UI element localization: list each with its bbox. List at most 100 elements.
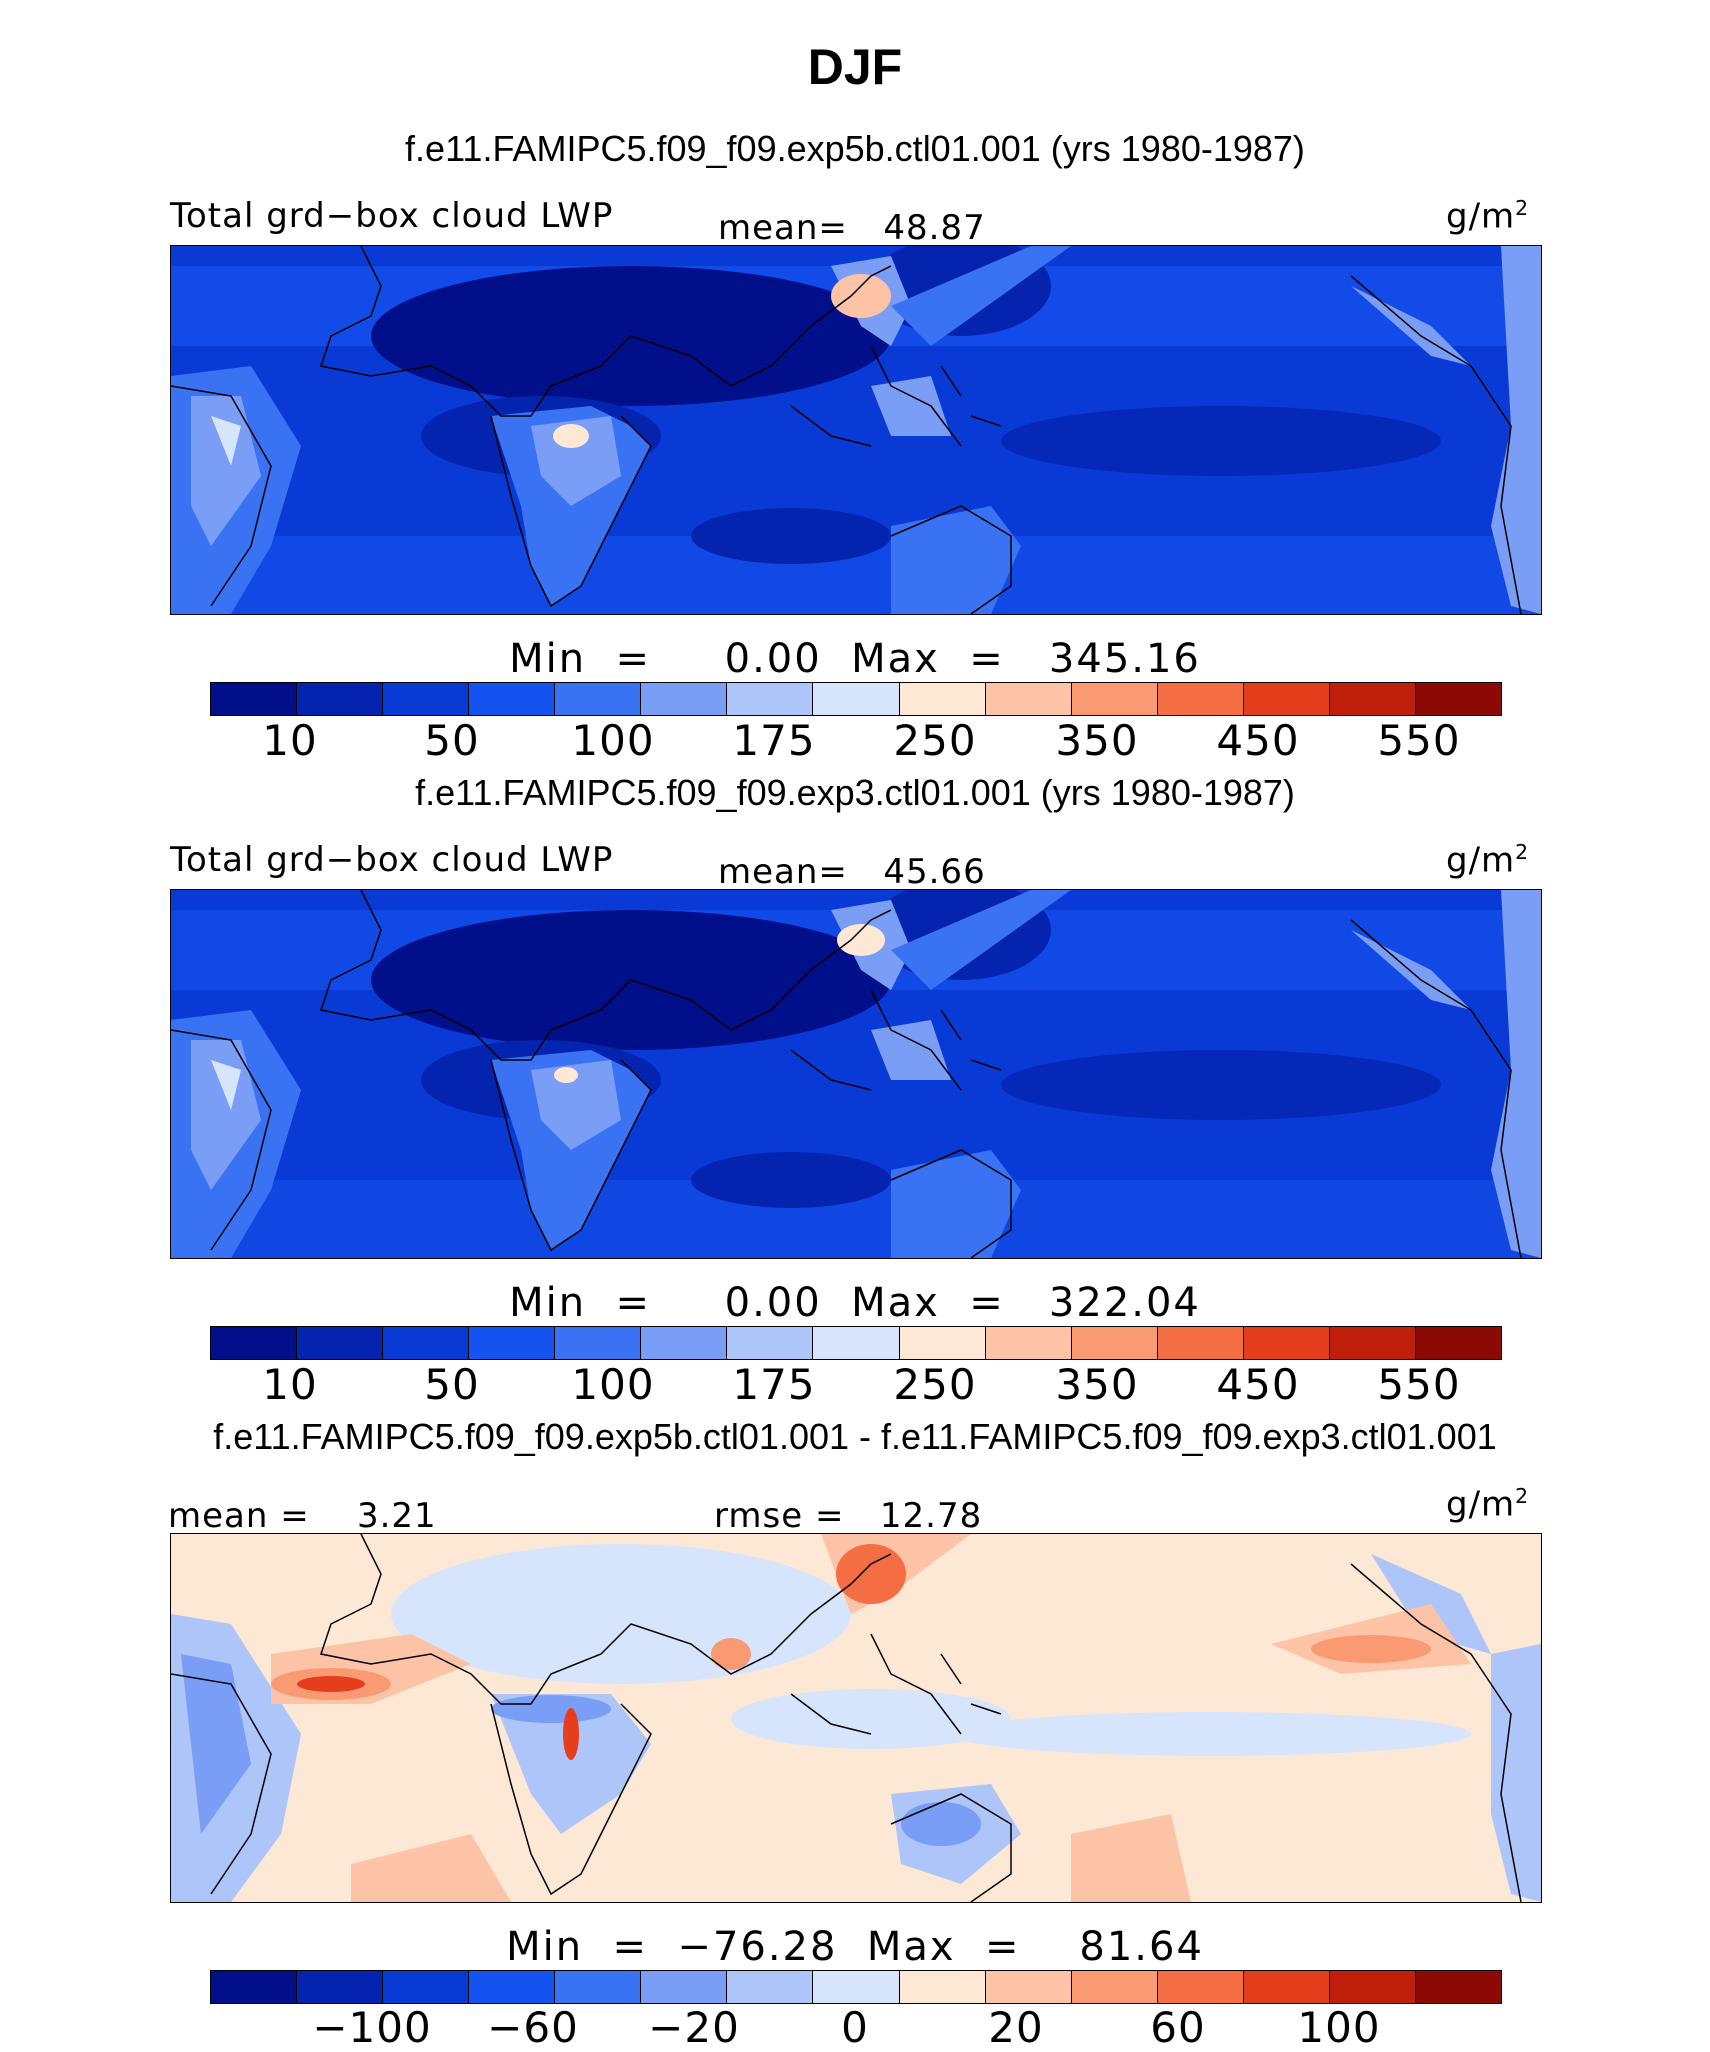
colorbar-swatch	[1071, 1327, 1158, 1359]
panel1-units: g/m2	[1446, 196, 1529, 236]
panel3-mean-label: mean =	[168, 1496, 310, 1536]
panel3-china-max	[836, 1544, 906, 1604]
panel3-tick: 0	[841, 2003, 869, 2052]
panel1-mean-value: 48.87	[883, 208, 986, 248]
panel2-mean-value: 45.66	[883, 852, 986, 892]
panel2-tick: 100	[571, 1360, 655, 1409]
colorbar-swatch	[1071, 1971, 1158, 2003]
panel2-units-exp: 2	[1515, 840, 1530, 864]
panel3-tick: −20	[648, 2003, 740, 2052]
panel2-map-svg	[171, 890, 1541, 1258]
panel3-tick: −100	[312, 2003, 432, 2052]
panel2-indian-low	[691, 1152, 891, 1208]
colorbar-swatch	[555, 1971, 642, 2003]
panel1-pacific-low	[1001, 406, 1441, 476]
panel1-variable-label: Total grd−box cloud LWP	[170, 196, 614, 236]
panel1-min-label: Min	[509, 636, 587, 682]
panel2-tick: 250	[893, 1360, 977, 1409]
panel2-coastlines	[171, 890, 1522, 1258]
panel3-indian-neg	[731, 1689, 1011, 1749]
panel3-units-exp: 2	[1515, 1484, 1530, 1508]
panel3-units: g/m2	[1446, 1484, 1529, 1524]
panel1-mean: mean= 48.87	[718, 208, 986, 248]
panel2-case-title: f.e11.FAMIPC5.f09_f09.exp3.ctl01.001 (yr…	[415, 772, 1295, 813]
panel1-colorbar-ticks: 10 50 100 175 250 350 450 550	[0, 716, 1710, 766]
panel2-maritime	[871, 1020, 951, 1080]
colorbar-swatch	[555, 1327, 642, 1359]
panel1-australia	[891, 506, 1021, 614]
colorbar-swatch	[899, 1327, 986, 1359]
panel2-tick: 175	[732, 1360, 816, 1409]
colorbar-swatch	[1071, 683, 1158, 715]
panel1-amazon-core	[211, 416, 241, 466]
colorbar-swatch	[383, 1971, 470, 2003]
panel3-minmax: Min = −76.28 Max = 81.64	[506, 1924, 1204, 1970]
panel2-colorbar-ticks: 10 50 100 175 250 350 450 550	[0, 1360, 1710, 1410]
panel3-mean: mean = 3.21	[168, 1496, 437, 1536]
panel1-tick: 550	[1377, 716, 1461, 765]
colorbar-swatch	[1243, 1327, 1330, 1359]
panel1-max-label: Max	[851, 636, 940, 682]
panel2-china-max	[837, 924, 885, 956]
panel1-amazon	[191, 396, 261, 546]
colorbar-swatch	[1415, 1971, 1501, 2003]
panel3-mean-value: 3.21	[356, 1496, 437, 1536]
panel3-arabian-pos	[711, 1638, 751, 1670]
colorbar-swatch	[813, 1327, 900, 1359]
panel1-tick: 10	[262, 716, 318, 765]
panel2-minmax: Min = 0.00 Max = 322.04	[509, 1280, 1201, 1326]
panel1-units-exp: 2	[1515, 196, 1530, 220]
panel2-max-value: 322.04	[1048, 1280, 1201, 1326]
colorbar-swatch	[469, 683, 556, 715]
colorbar-swatch	[469, 1327, 556, 1359]
panel3-east-africa-max	[563, 1708, 579, 1760]
colorbar-swatch	[1329, 683, 1416, 715]
panel1-mean-label: mean=	[718, 208, 848, 248]
panel3-south-atlantic-pos	[351, 1834, 511, 1902]
panel3-max-value: 81.64	[1079, 1924, 1204, 1970]
panel3-sahel-neg	[491, 1695, 611, 1723]
panel1-tick: 50	[424, 716, 480, 765]
panel2-amazon	[191, 1040, 261, 1190]
panel3-africa-neg	[491, 1694, 651, 1834]
colorbar-swatch	[727, 1327, 814, 1359]
colorbar-swatch	[1243, 683, 1330, 715]
colorbar-swatch	[297, 683, 384, 715]
colorbar-swatch	[297, 1327, 384, 1359]
panel2-colorbar	[210, 1326, 1502, 1360]
colorbar-swatch	[1157, 683, 1244, 715]
panel3-max-label: Max	[866, 1924, 956, 1970]
colorbar-swatch	[641, 683, 728, 715]
panel1-colorbar	[210, 682, 1502, 716]
panel2-min-label: Min	[509, 1280, 587, 1326]
panel3-rmse: rmse = 12.78	[714, 1496, 982, 1536]
panel1-min-value: 0.00	[724, 636, 822, 682]
panel3-map	[170, 1533, 1542, 1903]
panel3-tick: −60	[487, 2003, 579, 2052]
page-title: DJF	[807, 39, 903, 95]
panel1-kuroshio-band	[891, 246, 1071, 346]
panel3-case-title: f.e11.FAMIPC5.f09_f09.exp5b.ctl01.001 - …	[213, 1416, 1497, 1457]
panel2-units: g/m2	[1446, 840, 1529, 880]
colorbar-swatch	[899, 683, 986, 715]
panel3-colorbar-ticks: −100 −60 −20 0 20 60 100	[0, 2003, 1710, 2052]
panel3-map-svg	[171, 1534, 1541, 1902]
colorbar-swatch	[985, 1971, 1072, 2003]
colorbar-swatch	[211, 1971, 298, 2003]
panel1-max-value: 345.16	[1048, 636, 1201, 682]
panel3-rmse-label: rmse =	[714, 1496, 845, 1536]
colorbar-swatch	[555, 683, 642, 715]
panel2-mean-label: mean=	[718, 852, 848, 892]
panel1-maritime	[871, 376, 951, 436]
colorbar-swatch	[383, 683, 470, 715]
panel3-pacific-pos-core	[1311, 1635, 1431, 1663]
panel1-minmax: Min = 0.00 Max = 345.16	[509, 636, 1201, 682]
panel1-tick: 175	[732, 716, 816, 765]
panel1-tick: 350	[1055, 716, 1139, 765]
panel3-min-label: Min	[506, 1924, 584, 1970]
panel1-map-svg	[171, 246, 1541, 614]
colorbar-swatch	[813, 1971, 900, 2003]
colorbar-swatch	[1329, 1971, 1416, 2003]
panel2-amazon-core	[211, 1060, 241, 1110]
panel1-map	[170, 245, 1542, 615]
